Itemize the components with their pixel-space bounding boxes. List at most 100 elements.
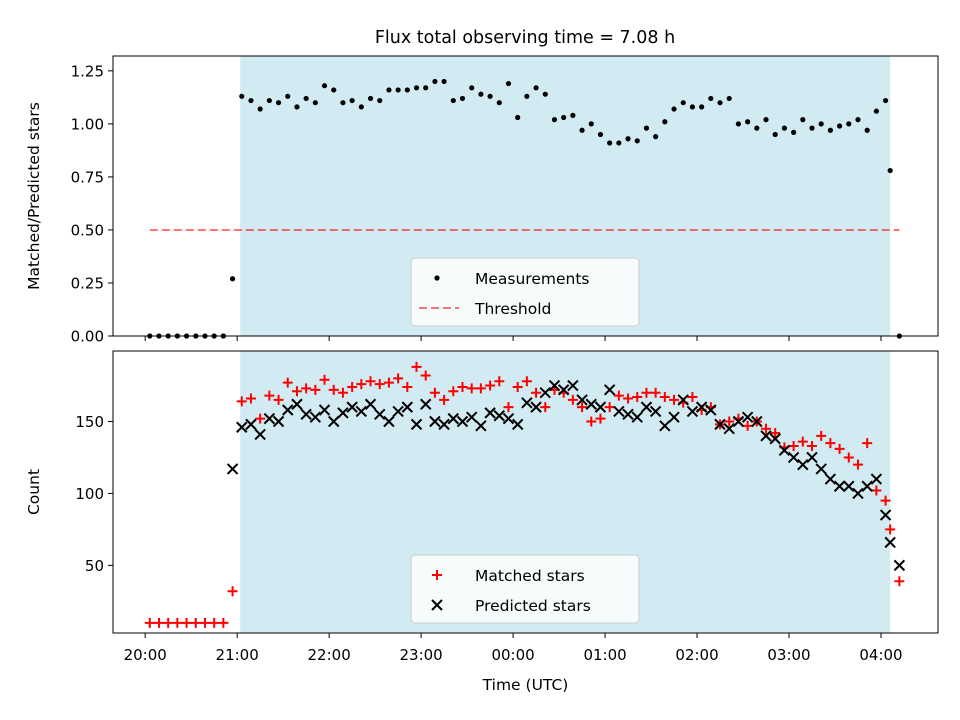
predicted-stars-point xyxy=(226,463,239,475)
matched-stars-point xyxy=(885,524,896,535)
y-tick-label: 0.75 xyxy=(71,168,104,186)
legend-label: Threshold xyxy=(474,300,551,318)
measurements-point xyxy=(754,125,760,131)
measurements-point xyxy=(855,117,861,123)
predicted-stars-point xyxy=(631,411,643,423)
matched-stars-point xyxy=(650,387,661,398)
predicted-stars-point xyxy=(884,536,896,549)
matched-stars-point xyxy=(687,392,698,403)
predicted-stars-point xyxy=(447,412,460,425)
y-axis-label: Matched/Predicted stars xyxy=(25,102,43,290)
matched-stars-point xyxy=(227,586,238,597)
predicted-stars-point xyxy=(309,411,322,423)
predicted-stars-point xyxy=(668,411,680,423)
measurements-point xyxy=(248,97,254,104)
predicted-stars-point xyxy=(677,394,689,406)
measurements-point xyxy=(887,167,893,174)
matched-stars-point xyxy=(834,443,845,454)
matched-stars-point xyxy=(319,374,330,385)
measurements-point xyxy=(285,93,291,99)
predicted-stars-point xyxy=(374,408,386,421)
predicted-stars-point xyxy=(355,405,368,418)
legend-label: Measurements xyxy=(475,270,590,288)
predicted-stars-point xyxy=(843,480,855,492)
predicted-stars-point xyxy=(420,398,432,410)
predicted-stars-point xyxy=(870,473,883,485)
measurements-point xyxy=(441,78,447,85)
predicted-stars-point xyxy=(824,473,837,485)
x-tick-label: 22:00 xyxy=(308,646,351,664)
predicted-stars-point xyxy=(401,401,414,413)
measurements-point xyxy=(671,106,677,112)
legend-marker xyxy=(432,570,442,580)
predicted-stars-point xyxy=(861,480,873,492)
measurements-point xyxy=(331,87,337,93)
measurements-point xyxy=(413,85,420,91)
measurements-point xyxy=(432,78,438,85)
measurements-point xyxy=(570,112,576,118)
predicted-stars-point xyxy=(567,379,579,392)
measurements-point xyxy=(846,121,852,127)
matched-stars-point xyxy=(641,387,652,398)
predicted-stars-point xyxy=(263,412,276,425)
measurements-point xyxy=(836,123,843,129)
matched-stars-point xyxy=(448,386,459,397)
matched-stars-point xyxy=(613,390,624,401)
predicted-stars-point xyxy=(475,420,487,432)
predicted-stars-point xyxy=(236,421,248,433)
predicted-stars-point xyxy=(245,418,257,431)
predicted-stars-point xyxy=(833,480,846,492)
matched-stars-point xyxy=(788,440,799,451)
matched-stars-point xyxy=(742,420,753,431)
matched-stars-point xyxy=(770,428,781,439)
measurements-point xyxy=(800,117,806,123)
measurements-point xyxy=(579,127,585,133)
matched-stars-point xyxy=(494,376,505,387)
measurements-point xyxy=(395,87,401,93)
axes-frame xyxy=(112,350,939,634)
y-tick-label: 50 xyxy=(85,557,104,575)
matched-stars-point xyxy=(420,370,431,381)
predicted-stars-point xyxy=(705,404,717,416)
matched-stars-point xyxy=(586,416,597,427)
measurements-point xyxy=(377,97,383,104)
y-tick-label: 100 xyxy=(75,485,104,503)
measurements-point xyxy=(487,93,493,99)
measurements-point xyxy=(450,97,456,104)
measurements-point xyxy=(312,100,318,106)
matched-stars-point xyxy=(825,438,836,449)
axes-frame xyxy=(112,55,939,337)
matched-stars-point xyxy=(531,387,542,398)
predicted-stars-point xyxy=(769,433,781,445)
predicted-stars-point xyxy=(686,405,699,418)
measurements-point xyxy=(367,95,374,102)
measurements-point xyxy=(358,104,364,110)
predicted-stars-point xyxy=(760,430,772,442)
x-tick-label: 01:00 xyxy=(583,646,626,664)
measurements-point xyxy=(735,121,742,127)
measurements-point xyxy=(625,136,631,142)
measurements-point xyxy=(873,108,879,114)
predicted-stars-point xyxy=(429,415,441,428)
predicted-stars-point xyxy=(254,428,266,441)
matched-stars-point xyxy=(393,373,404,384)
predicted-stars-point xyxy=(603,384,616,396)
matched-stars-point xyxy=(328,384,339,395)
y-tick-label: 0.25 xyxy=(71,274,104,292)
x-tick-label: 04:00 xyxy=(859,646,902,664)
measurements-point xyxy=(386,87,392,93)
predicted-stars-point xyxy=(659,420,671,432)
matched-stars-point xyxy=(245,393,256,404)
measurements-point xyxy=(708,95,714,102)
measurements-point xyxy=(653,134,659,140)
predicted-stars-point xyxy=(328,415,340,428)
ratio-panel: 0.00 0.25 0.50 0.75 1.00 1.25 Matched/Predicte… xyxy=(25,55,939,346)
matched-stars-point xyxy=(301,383,312,394)
predicted-stars-point xyxy=(282,404,294,416)
measurements-point xyxy=(524,93,530,99)
counts-panel: 50 100 150 20:00 21:00 22:00 23:00 00:00 01:00 02… xyxy=(25,350,939,694)
predicted-stars-point xyxy=(548,379,561,392)
x-tick-label: 21:00 xyxy=(216,646,259,664)
predicted-stars-point xyxy=(815,463,827,475)
